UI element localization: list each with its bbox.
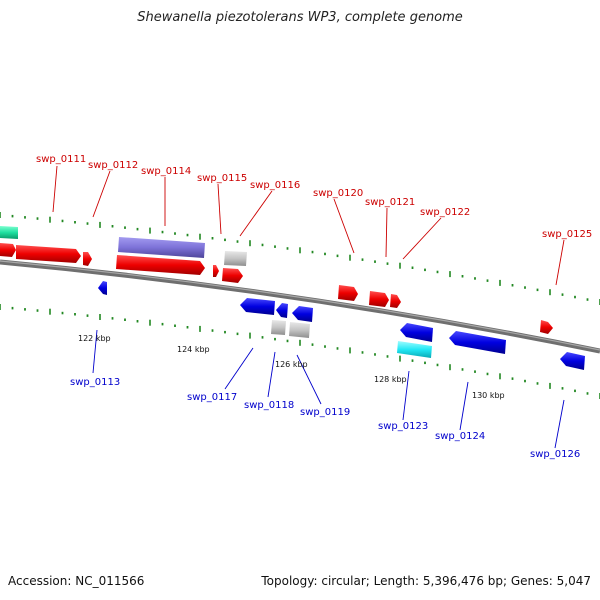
genome-title: Shewanella piezotolerans WP3, complete g… xyxy=(137,10,463,25)
gene-feature-swp_0112-b[interactable] xyxy=(83,252,92,266)
gene-feature-swp_0114[interactable] xyxy=(116,255,205,275)
gene-label-swp_0122[interactable]: swp_0122 xyxy=(420,207,470,218)
gene-feature-swp_0123[interactable] xyxy=(397,341,432,358)
gene-feature-swp_0119[interactable] xyxy=(289,322,310,338)
gene-feature-swp_0111[interactable] xyxy=(0,243,16,257)
gene-label-swp_0123[interactable]: swp_0123 xyxy=(378,421,428,432)
gene-label-swp_0117[interactable]: swp_0117 xyxy=(187,392,237,403)
gene-label-swp_0116[interactable]: swp_0116 xyxy=(250,180,300,191)
gene-label-swp_0115[interactable]: swp_0115 xyxy=(197,173,247,184)
gene-label-swp_0121[interactable]: swp_0121 xyxy=(365,197,415,208)
gene-label-swp_0120[interactable]: swp_0120 xyxy=(313,188,363,199)
gene-feature-swp_0115[interactable] xyxy=(213,265,219,277)
gene-feature-swp_0114-upper[interactable] xyxy=(118,237,205,258)
gene-feature-swp_0112-a[interactable] xyxy=(16,245,81,263)
gene-features xyxy=(0,226,585,370)
gene-feature-swp_0125[interactable] xyxy=(540,320,553,334)
gene-feature-swp_0123-blue[interactable] xyxy=(400,323,433,342)
kbp-label-124: 124 kbp xyxy=(177,345,210,354)
gene-feature-swp_0118[interactable] xyxy=(271,320,286,335)
gene-label-swp_0119[interactable]: swp_0119 xyxy=(300,407,350,418)
lower-tick-track xyxy=(0,304,600,399)
gene-label-swp_0125[interactable]: swp_0125 xyxy=(542,229,592,240)
gene-feature-swp_0126[interactable] xyxy=(560,352,585,370)
gene-label-swp_0111[interactable]: swp_0111 xyxy=(36,154,86,165)
gene-feature-swp_0117[interactable] xyxy=(240,298,275,315)
kbp-label-128: 128 kbp xyxy=(374,375,407,384)
gene-feature-swp_0124[interactable] xyxy=(449,331,506,354)
genome-stats-text: Topology: circular; Length: 5,396,476 bp… xyxy=(261,574,591,588)
leader-lines xyxy=(52,165,565,449)
gene-feature-swp_0121[interactable] xyxy=(369,291,389,307)
gene-feature-swp_0120[interactable] xyxy=(338,285,358,301)
kbp-label-130: 130 kbp xyxy=(472,391,505,400)
gene-feature-swp_0122[interactable] xyxy=(390,294,401,308)
gene-label-swp_0114[interactable]: swp_0114 xyxy=(141,166,191,177)
kbp-label-122: 122 kbp xyxy=(78,334,111,343)
gene-feature-swp_0116-gray[interactable] xyxy=(224,251,247,266)
gene-feature-swp_0119-blue[interactable] xyxy=(292,306,313,322)
gene-label-swp_0118[interactable]: swp_0118 xyxy=(244,400,294,411)
gene-feature-swp_0113[interactable] xyxy=(98,281,107,295)
gene-label-swp_0126[interactable]: swp_0126 xyxy=(530,449,580,460)
upper-tick-track xyxy=(0,212,600,305)
gene-label-swp_0124[interactable]: swp_0124 xyxy=(435,431,485,442)
accession-text: Accession: NC_011566 xyxy=(8,574,145,588)
kbp-label-126: 126 kbp xyxy=(275,360,308,369)
gene-label-swp_0112[interactable]: swp_0112 xyxy=(88,160,138,171)
gene-label-swp_0113[interactable]: swp_0113 xyxy=(70,377,120,388)
gene-feature-swp_0116[interactable] xyxy=(222,268,243,283)
genome-backbone xyxy=(0,259,600,354)
gene-feature-teal[interactable] xyxy=(0,226,18,239)
gene-feature-swp_0118-blue[interactable] xyxy=(276,303,288,318)
